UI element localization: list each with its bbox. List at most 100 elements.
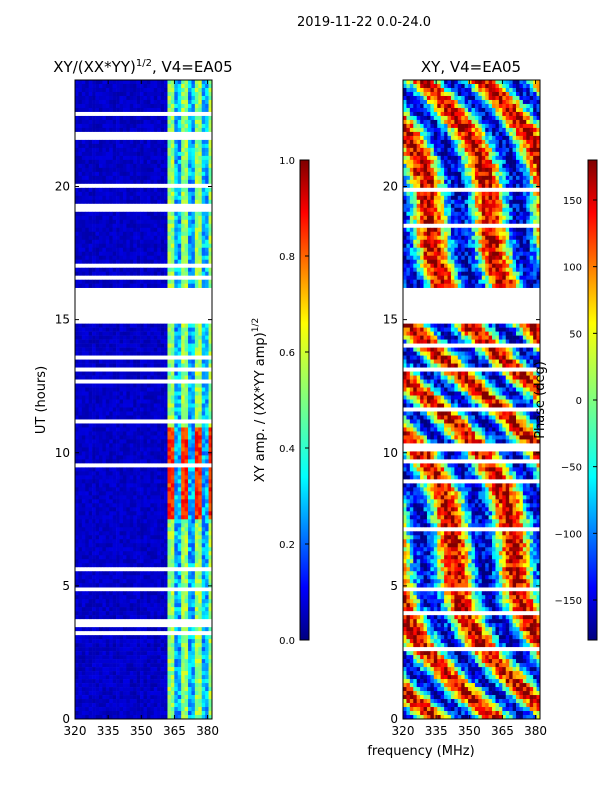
heatmap-cell bbox=[191, 123, 196, 129]
heatmap-cell bbox=[157, 495, 161, 500]
heatmap-cell bbox=[194, 211, 199, 217]
heatmap-cell bbox=[105, 607, 110, 612]
heatmap-cell bbox=[102, 335, 107, 340]
heatmap-cell bbox=[136, 443, 141, 448]
heatmap-cell bbox=[140, 207, 144, 213]
heatmap-cell bbox=[164, 243, 168, 249]
heatmap-cell bbox=[157, 259, 161, 265]
heatmap-cell bbox=[167, 219, 172, 225]
heatmap-cell bbox=[126, 107, 131, 113]
heatmap-cell bbox=[133, 235, 137, 241]
heatmap-cell bbox=[167, 259, 172, 265]
heatmap-cell bbox=[146, 171, 151, 177]
heatmap-cell bbox=[143, 555, 148, 560]
heatmap-cell bbox=[194, 415, 199, 420]
heatmap-cell bbox=[105, 275, 110, 280]
heatmap-cell bbox=[170, 91, 175, 97]
heatmap-cell bbox=[85, 267, 89, 272]
heatmap-cell bbox=[105, 131, 110, 137]
heatmap-cell bbox=[102, 219, 107, 225]
heatmap-cell bbox=[85, 343, 89, 348]
heatmap-cell bbox=[157, 351, 161, 356]
heatmap-cell bbox=[85, 451, 89, 456]
heatmap-cell bbox=[153, 367, 158, 372]
heatmap-cell bbox=[88, 275, 93, 280]
heatmap-cell bbox=[129, 131, 134, 137]
heatmap-cell bbox=[136, 235, 141, 241]
heatmap-cell bbox=[208, 111, 212, 117]
heatmap-cell bbox=[157, 479, 161, 484]
heatmap-cell bbox=[164, 223, 168, 229]
heatmap-cell bbox=[167, 199, 172, 205]
heatmap-cell bbox=[188, 367, 192, 372]
heatmap-cell bbox=[160, 195, 165, 201]
heatmap-cell bbox=[167, 439, 172, 444]
heatmap-cell bbox=[201, 551, 206, 556]
heatmap-cell bbox=[109, 535, 113, 540]
heatmap-cell bbox=[78, 283, 83, 288]
heatmap-cell bbox=[136, 227, 141, 233]
heatmap-cell bbox=[126, 583, 131, 588]
heatmap-cell bbox=[92, 135, 96, 141]
heatmap-cell bbox=[136, 83, 141, 89]
heatmap-cell bbox=[181, 379, 185, 384]
heatmap-cell bbox=[109, 531, 113, 536]
heatmap-cell bbox=[92, 603, 96, 608]
heatmap-cell bbox=[205, 191, 209, 197]
heatmap-cell bbox=[102, 435, 107, 440]
heatmap-cell bbox=[146, 531, 151, 536]
heatmap-cell bbox=[150, 167, 155, 173]
heatmap-cell bbox=[88, 327, 93, 332]
heatmap-cell bbox=[177, 467, 182, 472]
heatmap-cell bbox=[201, 583, 206, 588]
heatmap-cell bbox=[129, 463, 134, 468]
heatmap-cell bbox=[75, 235, 79, 241]
heatmap-cell bbox=[98, 331, 103, 336]
heatmap-cell bbox=[198, 239, 203, 245]
heatmap-cell bbox=[92, 519, 96, 524]
heatmap-cell bbox=[164, 447, 168, 452]
heatmap-cell bbox=[140, 467, 144, 472]
heatmap-cell bbox=[174, 487, 179, 492]
heatmap-cell bbox=[105, 511, 110, 516]
heatmap-cell bbox=[109, 467, 113, 472]
heatmap-cell bbox=[92, 235, 96, 241]
heatmap-cell bbox=[177, 195, 182, 201]
heatmap-cell bbox=[177, 375, 182, 380]
heatmap-cell bbox=[164, 467, 168, 472]
heatmap-cell bbox=[92, 87, 96, 93]
heatmap-cell bbox=[98, 119, 103, 125]
heatmap-cell bbox=[198, 347, 203, 352]
heatmap-cell bbox=[164, 147, 168, 153]
heatmap-cell bbox=[198, 535, 203, 540]
heatmap-cell bbox=[92, 431, 96, 436]
heatmap-cell bbox=[136, 135, 141, 141]
heatmap-cell bbox=[143, 179, 148, 185]
heatmap-cell bbox=[81, 367, 86, 372]
heatmap-cell bbox=[102, 111, 107, 117]
heatmap-cell bbox=[98, 111, 103, 117]
heatmap-cell bbox=[129, 579, 134, 584]
heatmap-cell bbox=[153, 463, 158, 468]
heatmap-cell bbox=[119, 183, 124, 189]
heatmap-cell bbox=[205, 219, 209, 225]
heatmap-cell bbox=[153, 431, 158, 436]
heatmap-cell bbox=[201, 283, 206, 288]
heatmap-cell bbox=[174, 459, 179, 464]
heatmap-cell bbox=[140, 235, 144, 241]
heatmap-cell bbox=[177, 439, 182, 444]
heatmap-cell bbox=[167, 343, 172, 348]
heatmap-cell bbox=[75, 327, 79, 332]
heatmap-cell bbox=[201, 443, 206, 448]
heatmap-cell bbox=[150, 231, 155, 237]
heatmap-cell bbox=[181, 599, 185, 604]
heatmap-cell bbox=[133, 115, 137, 121]
heatmap-cell bbox=[167, 187, 172, 193]
heatmap-cell bbox=[208, 375, 212, 380]
heatmap-cell bbox=[126, 407, 131, 412]
heatmap-cell bbox=[85, 215, 89, 221]
heatmap-cell bbox=[136, 167, 141, 173]
heatmap-cell bbox=[167, 339, 172, 344]
heatmap-cell bbox=[81, 479, 86, 484]
heatmap-cell bbox=[102, 547, 107, 552]
